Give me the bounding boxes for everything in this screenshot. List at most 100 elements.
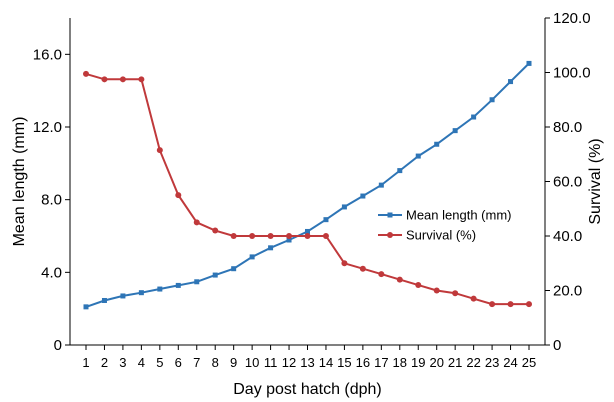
x-tick-label: 13 xyxy=(300,355,314,370)
y-right-tick-label: 80.0 xyxy=(553,119,582,136)
left-axis-ticks: 0 4.0 8.0 12.0 16.0 xyxy=(33,46,70,354)
data-point xyxy=(396,276,403,283)
data-point xyxy=(378,182,384,188)
x-tick-label: 6 xyxy=(175,355,182,370)
x-axis-title: Day post hatch (dph) xyxy=(233,381,382,398)
legend: Mean length (mm) Survival (%) xyxy=(378,208,511,243)
data-point xyxy=(138,76,145,83)
data-point xyxy=(157,286,163,292)
y-right-tick-label: 20.0 xyxy=(553,283,582,300)
data-point xyxy=(193,219,200,226)
data-point xyxy=(249,233,256,239)
data-point xyxy=(359,265,366,272)
x-tick-label: 14 xyxy=(319,355,333,370)
data-point xyxy=(268,245,274,251)
data-point xyxy=(230,233,237,239)
series-line xyxy=(85,62,530,308)
data-point xyxy=(415,282,422,289)
y-right-tick-label: 120.0 xyxy=(553,10,591,27)
x-tick-label: 18 xyxy=(393,355,407,370)
data-point xyxy=(83,304,89,310)
x-tick-label: 17 xyxy=(374,355,388,370)
right-axis-ticks: 0 20.0 40.0 60.0 80.0 100.0 120.0 xyxy=(545,10,591,354)
x-tick-label: 5 xyxy=(156,355,163,370)
y-right-tick-label: 40.0 xyxy=(553,228,582,245)
y-left-tick-label: 0 xyxy=(54,337,62,354)
data-point xyxy=(415,153,421,159)
y-left-tick-label: 4.0 xyxy=(41,264,62,281)
x-tick-label: 22 xyxy=(466,355,480,370)
data-point xyxy=(341,260,348,267)
x-tick-label: 23 xyxy=(485,355,499,370)
data-point xyxy=(101,297,107,303)
data-point xyxy=(322,233,329,239)
x-tick-label: 7 xyxy=(193,355,200,370)
x-tick-label: 11 xyxy=(264,355,278,370)
x-tick-label: 8 xyxy=(212,355,219,370)
x-tick-label: 25 xyxy=(522,355,536,370)
legend-swatch-marker xyxy=(387,212,393,218)
y-axis-left-title: Mean length (mm) xyxy=(11,117,28,247)
data-point xyxy=(175,282,181,288)
data-point xyxy=(378,271,385,278)
data-point xyxy=(212,227,219,234)
x-tick-label: 4 xyxy=(138,355,145,370)
data-point xyxy=(212,272,218,278)
y-right-tick-label: 60.0 xyxy=(553,174,582,191)
legend-item: Survival (%) xyxy=(378,228,476,243)
data-point xyxy=(526,60,532,66)
y-right-tick-label: 0 xyxy=(553,337,561,354)
data-point xyxy=(286,233,293,239)
legend-swatch-marker xyxy=(387,232,393,238)
data-point xyxy=(489,301,496,308)
data-point xyxy=(323,217,329,223)
series-mean-length xyxy=(83,60,532,310)
x-tick-label: 12 xyxy=(282,355,296,370)
x-tick-label: 20 xyxy=(429,355,443,370)
data-point xyxy=(267,233,274,239)
data-point xyxy=(83,70,89,77)
data-point xyxy=(175,192,182,199)
y-left-tick-label: 12.0 xyxy=(33,119,62,136)
data-point xyxy=(249,254,255,260)
x-tick-label: 9 xyxy=(230,355,237,370)
data-point xyxy=(526,301,532,308)
data-point xyxy=(138,290,144,296)
y-right-tick-label: 100.0 xyxy=(553,65,591,82)
data-point xyxy=(304,233,311,239)
data-point xyxy=(119,76,126,83)
legend-label: Survival (%) xyxy=(406,228,476,243)
data-point xyxy=(156,147,163,154)
data-point xyxy=(471,114,477,120)
data-point xyxy=(120,293,126,299)
x-tick-label: 15 xyxy=(337,355,351,370)
x-tick-label: 3 xyxy=(119,355,126,370)
x-tick-label: 21 xyxy=(448,355,462,370)
legend-item: Mean length (mm) xyxy=(378,208,511,223)
data-point xyxy=(434,141,440,147)
data-point xyxy=(286,237,292,243)
data-point xyxy=(101,76,108,83)
x-tick-label: 19 xyxy=(411,355,425,370)
series-line xyxy=(85,72,529,306)
x-axis-ticks: 1 2 3 4 5 6 7 8 9 10 11 12 13 14 15 16 17 18 19 20 21 22 23 24 2… xyxy=(82,345,536,370)
data-point xyxy=(433,287,440,294)
data-point xyxy=(470,295,477,302)
data-point xyxy=(397,168,403,174)
x-tick-label: 16 xyxy=(356,355,370,370)
data-point xyxy=(508,79,514,85)
y-axis-right-title: Survival (%) xyxy=(587,138,604,224)
y-left-tick-label: 8.0 xyxy=(41,192,62,209)
data-point xyxy=(360,193,366,199)
data-point xyxy=(452,128,458,134)
series-survival xyxy=(83,70,532,308)
data-point xyxy=(507,301,514,308)
series-layer xyxy=(83,60,532,310)
data-point xyxy=(452,290,459,297)
data-point xyxy=(341,204,347,210)
x-tick-label: 24 xyxy=(503,355,517,370)
data-point xyxy=(489,97,495,103)
x-tick-label: 10 xyxy=(245,355,259,370)
data-point xyxy=(231,266,237,272)
